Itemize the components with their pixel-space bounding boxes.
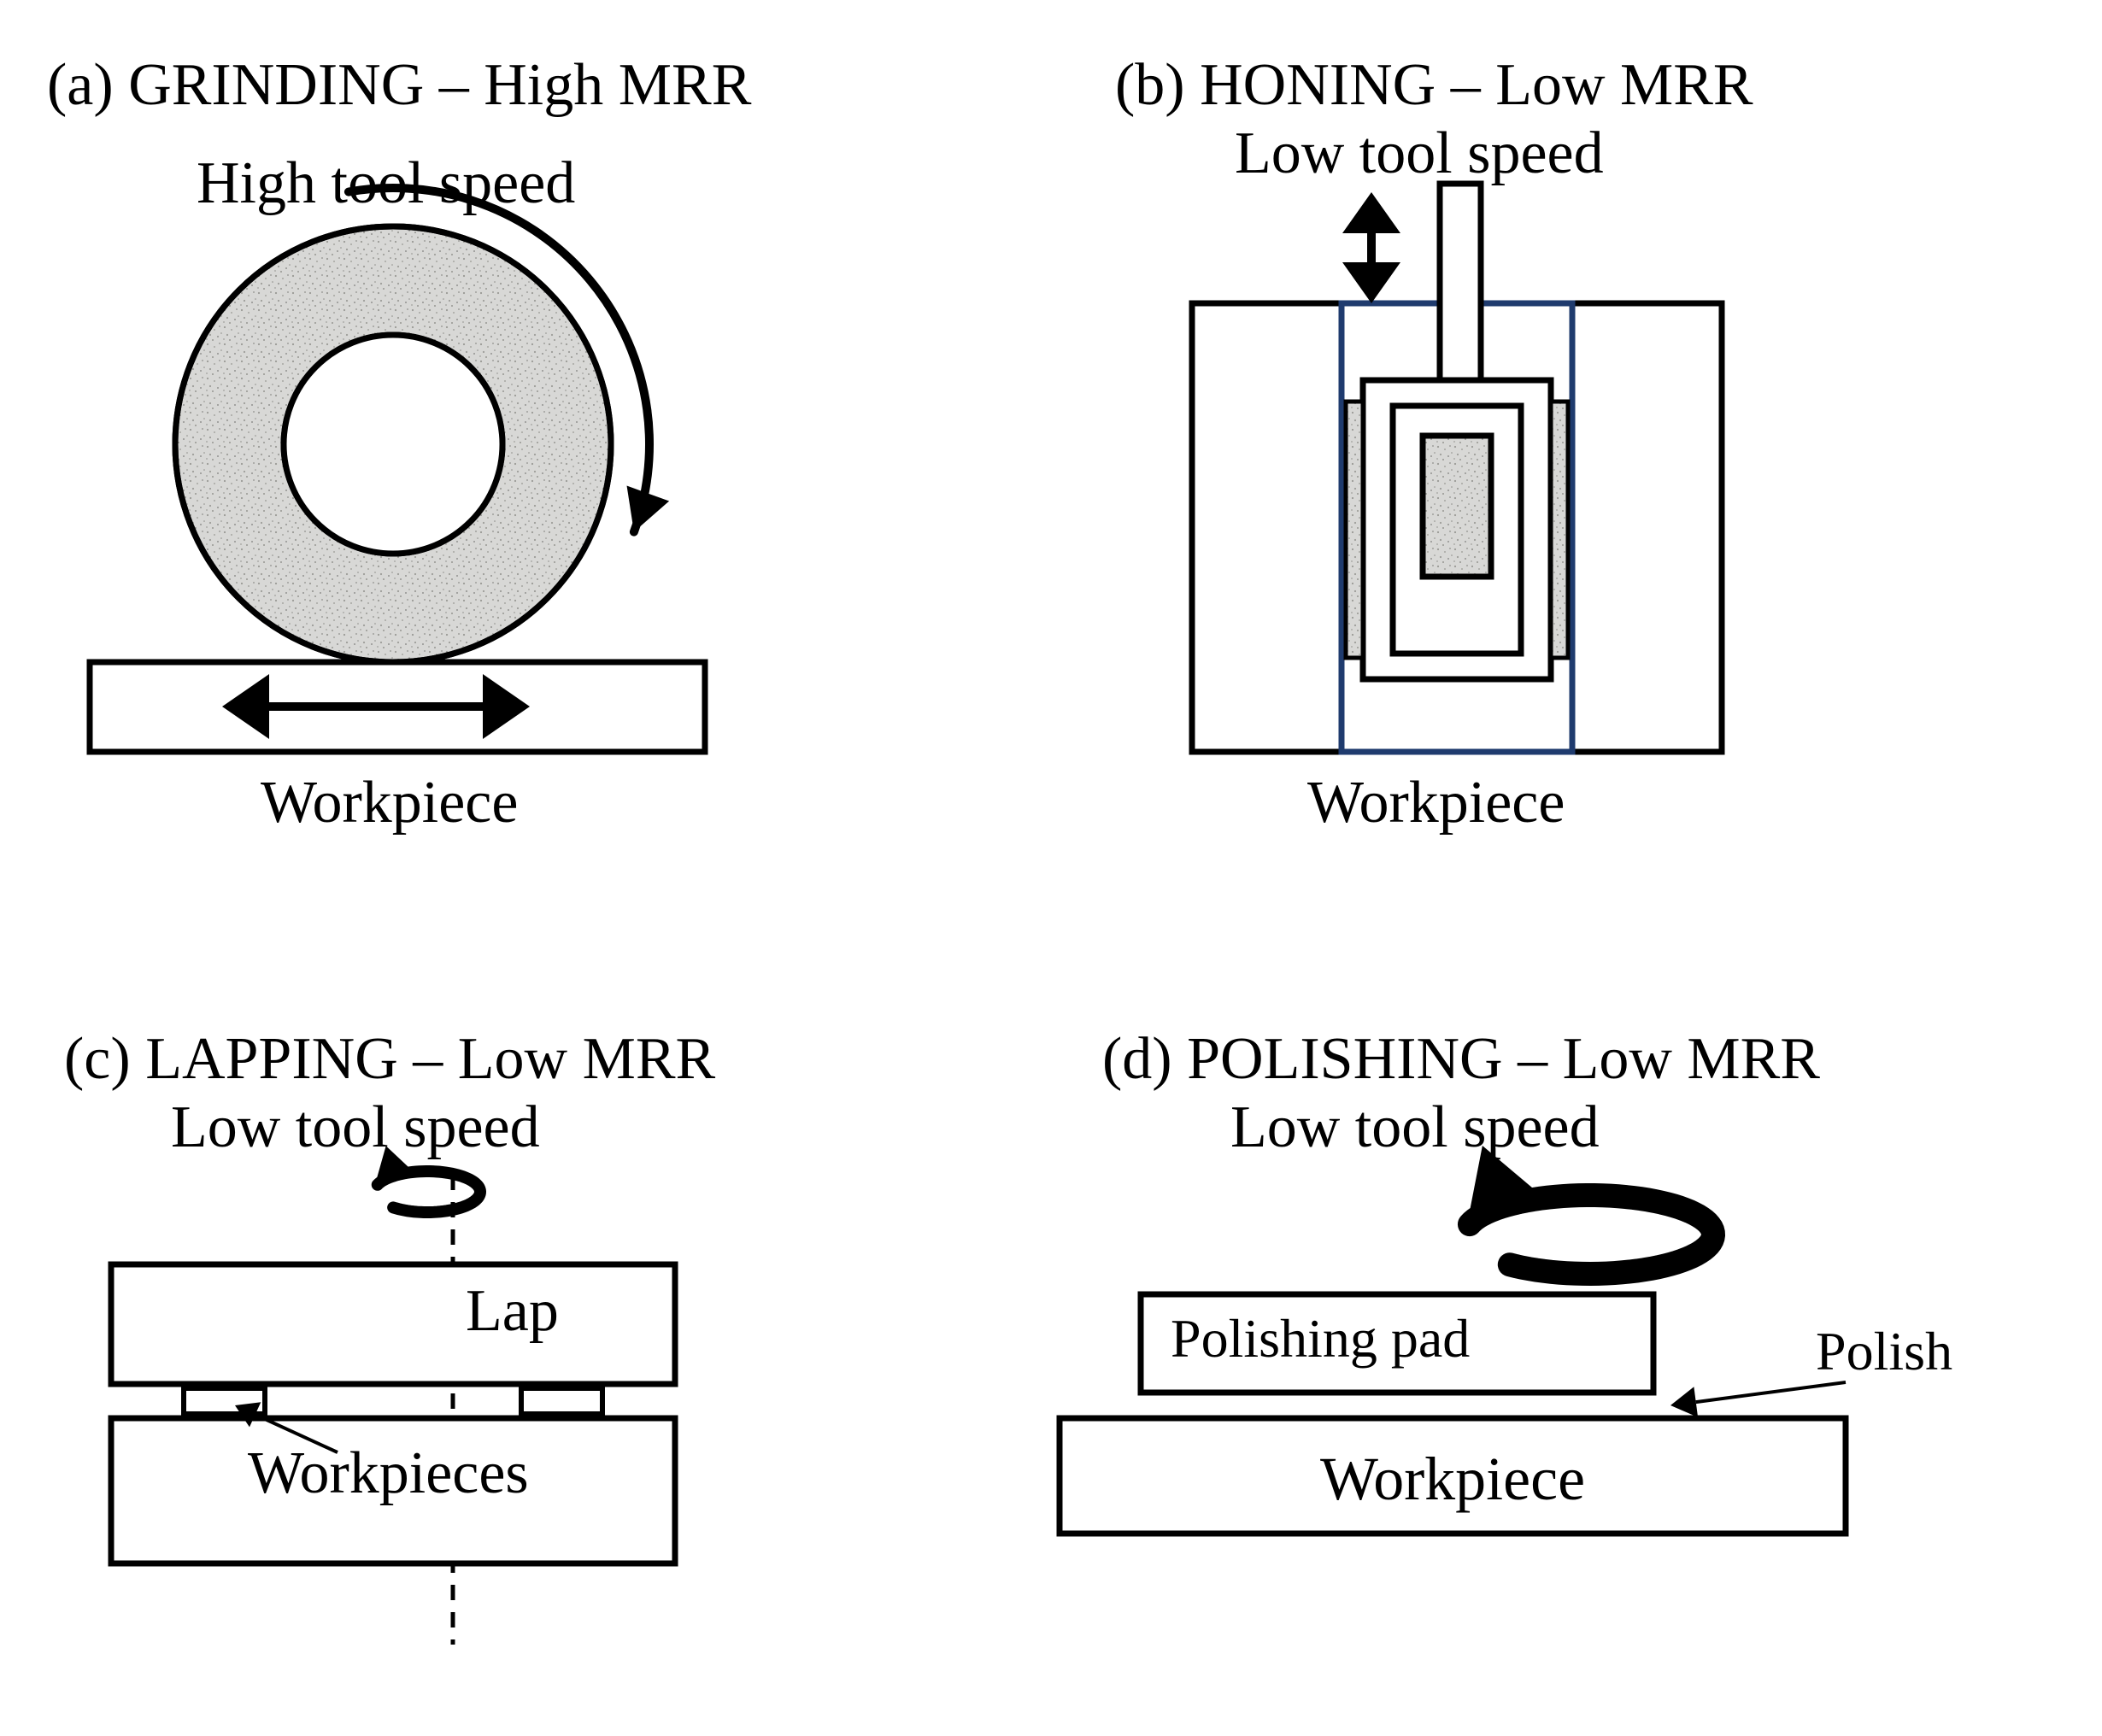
panel-d-title: (d) POLISHING – Low MRR xyxy=(1102,1025,1820,1094)
panel-d-pad-label: Polishing pad xyxy=(1171,1307,1470,1370)
panel-a-workpiece-label: Workpiece xyxy=(261,769,518,837)
panel-d-subtitle: Low tool speed xyxy=(1230,1094,1600,1162)
panel-a-subtitle: High tool speed xyxy=(197,150,575,218)
panel-b-subtitle: Low tool speed xyxy=(1235,120,1604,188)
panel-b-workpiece-label: Workpiece xyxy=(1307,769,1565,837)
panel-d-workpiece-label: Workpiece xyxy=(1320,1444,1585,1515)
panel-c-workpieces-label: Workpieces xyxy=(248,1440,529,1508)
panel-b-title: (b) HONING – Low MRR xyxy=(1115,51,1753,120)
panel-d-polish-label: Polish xyxy=(1816,1320,1952,1383)
panel-a-title: (a) GRINDING – High MRR xyxy=(47,51,751,120)
panel-c-title: (c) LAPPING – Low MRR xyxy=(64,1025,715,1094)
panel-c-subtitle: Low tool speed xyxy=(171,1094,540,1162)
panel-c-lap-label: Lap xyxy=(466,1277,559,1346)
figure-canvas: (a) GRINDING – High MRR High tool speed … xyxy=(0,0,2102,1736)
